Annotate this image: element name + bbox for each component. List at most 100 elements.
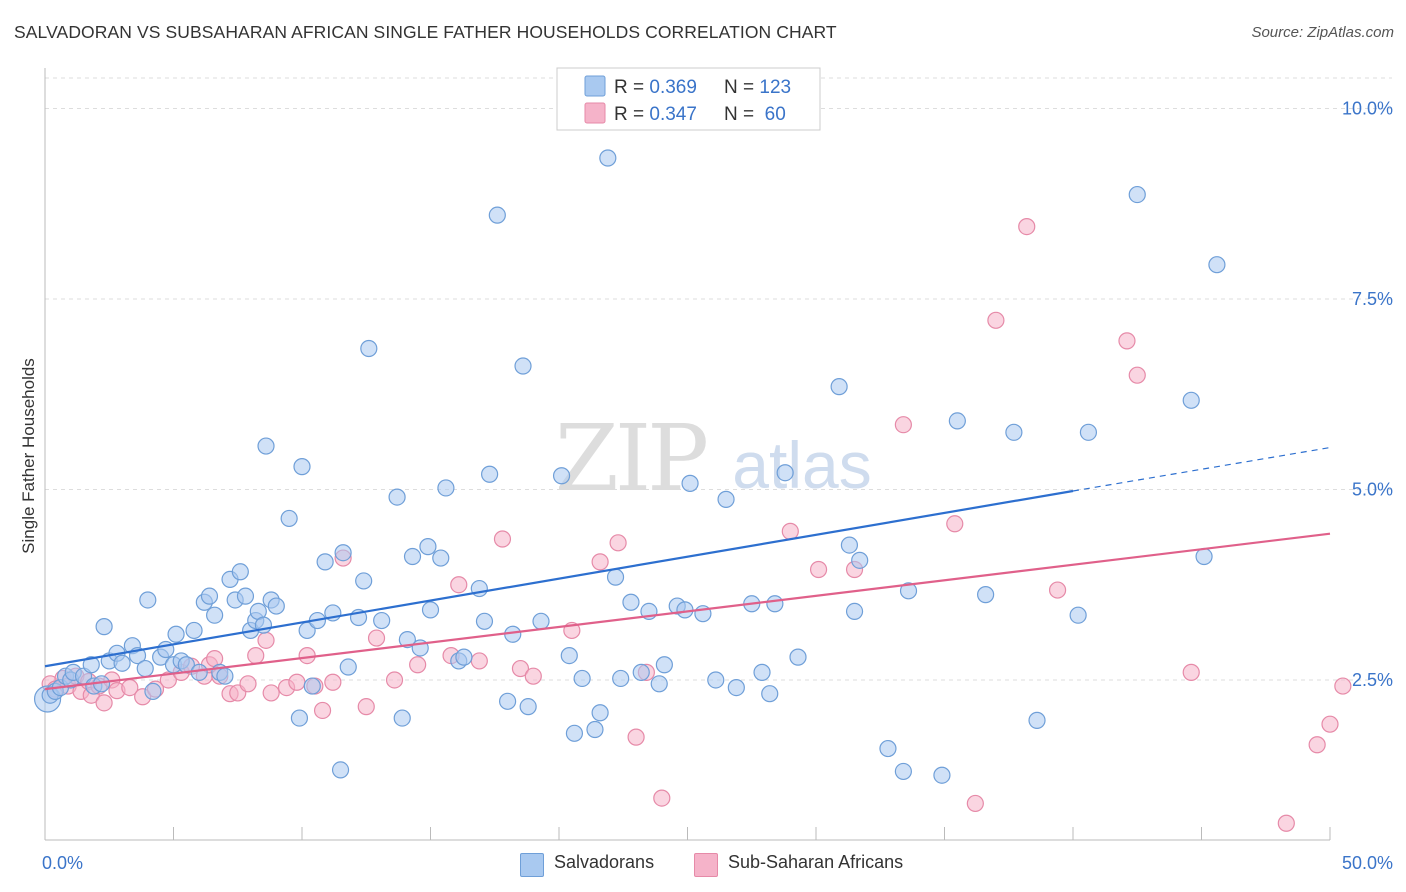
- data-point: [247, 646, 265, 665]
- trend-line-salvadorans: [44, 489, 1074, 668]
- data-point: [303, 677, 321, 695]
- data-point: [470, 652, 488, 670]
- legend-swatch-sub-saharan-africans: [584, 102, 606, 124]
- data-point: [586, 720, 604, 739]
- trend-line-salvadorans-extension: [1072, 446, 1331, 492]
- data-point: [1277, 814, 1295, 832]
- data-point: [331, 761, 350, 779]
- data-point: [1069, 606, 1087, 624]
- legend-n-label: N =: [724, 77, 759, 98]
- data-point: [632, 663, 650, 681]
- data-point: [1182, 663, 1200, 681]
- data-point: [609, 534, 627, 552]
- data-point: [82, 656, 100, 674]
- data-point: [298, 646, 316, 665]
- data-point: [1118, 332, 1136, 350]
- y-tick-label: 2.5%: [1352, 670, 1393, 690]
- svg-text:R = 0.347: R = 0.347: [614, 104, 697, 125]
- data-point: [1128, 366, 1146, 384]
- data-point: [316, 553, 334, 571]
- data-point: [599, 149, 617, 167]
- data-point: [977, 586, 995, 604]
- x-tick-label: 0.0%: [42, 853, 83, 873]
- svg-text:R = 0.369: R = 0.369: [614, 77, 697, 98]
- data-point: [840, 536, 859, 554]
- data-point: [606, 568, 625, 586]
- data-point: [879, 739, 897, 758]
- data-point: [809, 560, 828, 579]
- legend-r-value: 0.347: [649, 104, 697, 125]
- data-point: [267, 597, 285, 615]
- data-point: [565, 724, 584, 742]
- data-point: [355, 572, 373, 590]
- data-point: [280, 509, 298, 528]
- data-point: [95, 694, 113, 712]
- data-point: [1128, 185, 1146, 204]
- data-point: [455, 648, 473, 666]
- data-point: [239, 675, 257, 693]
- y-tick-label: 10.0%: [1342, 98, 1393, 118]
- svg-text:N = 60: N = 60: [724, 104, 786, 125]
- data-point: [707, 671, 725, 689]
- data-point: [514, 357, 532, 375]
- data-point: [481, 465, 499, 483]
- data-point: [403, 547, 422, 566]
- data-point: [591, 704, 609, 722]
- data-point: [409, 656, 427, 674]
- data-point: [493, 530, 512, 548]
- data-point: [144, 682, 162, 701]
- data-point: [475, 612, 494, 630]
- legend-r-label: R =: [614, 104, 649, 125]
- legend-label-salvadorans: Salvadorans: [554, 852, 655, 872]
- data-point: [385, 671, 404, 689]
- data-point: [627, 728, 645, 746]
- data-point: [681, 474, 699, 492]
- series-legend: Salvadorans Sub-Saharan Africans: [0, 848, 1406, 880]
- series-salvadorans-points: [33, 149, 1226, 784]
- data-point: [899, 582, 918, 600]
- data-point: [432, 549, 450, 567]
- data-point: [262, 684, 280, 702]
- data-point: [653, 789, 671, 807]
- data-point: [753, 663, 771, 681]
- data-point: [524, 667, 542, 685]
- data-point: [987, 311, 1005, 329]
- data-point: [1028, 711, 1046, 729]
- data-point: [655, 656, 673, 674]
- watermark: ZIP atlas: [555, 405, 872, 512]
- data-point: [1308, 736, 1326, 754]
- data-point: [560, 646, 578, 665]
- legend-n-value: 123: [759, 77, 791, 98]
- legend-n-value: 60: [759, 104, 785, 125]
- data-point: [1182, 391, 1200, 409]
- data-point: [136, 659, 154, 678]
- data-point: [1321, 715, 1339, 733]
- data-point: [288, 673, 306, 691]
- y-axis-label: Single Father Households: [19, 358, 38, 554]
- stats-legend: R = 0.369 N = 123 R = 0.347 N = 60: [556, 67, 821, 131]
- data-point: [95, 618, 113, 636]
- data-point: [1018, 217, 1036, 236]
- watermark-atlas: atlas: [732, 428, 871, 502]
- svg-text:N = 123: N = 123: [724, 77, 791, 98]
- trend-lines: [44, 446, 1331, 691]
- data-point: [851, 551, 869, 569]
- data-point: [200, 587, 219, 605]
- data-point: [367, 629, 386, 647]
- data-point: [167, 625, 185, 643]
- legend-label-sub-saharan-africans: Sub-Saharan Africans: [728, 852, 904, 872]
- data-point: [373, 611, 391, 630]
- data-point: [388, 488, 406, 506]
- data-point: [1079, 423, 1098, 441]
- data-point: [499, 692, 517, 710]
- data-point: [488, 206, 506, 224]
- legend-swatch-sub-saharan-africans: [694, 853, 718, 877]
- data-point: [591, 553, 609, 571]
- data-point: [1208, 256, 1226, 274]
- data-point: [727, 678, 745, 697]
- data-point: [1005, 423, 1023, 441]
- data-point: [421, 601, 440, 619]
- data-point: [185, 621, 203, 640]
- data-point: [293, 458, 311, 476]
